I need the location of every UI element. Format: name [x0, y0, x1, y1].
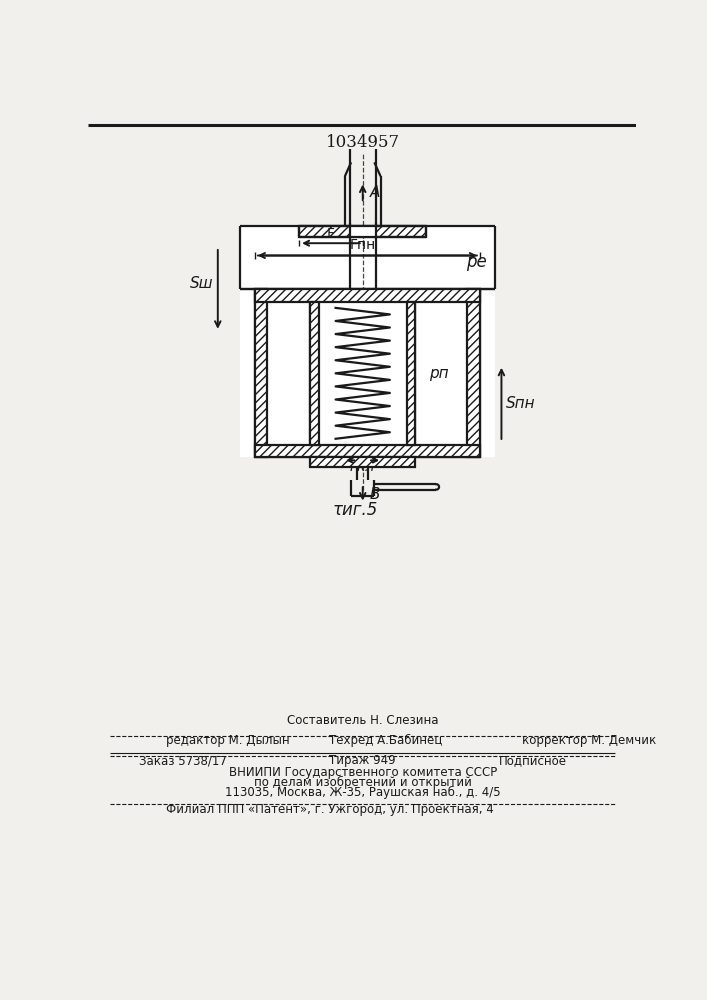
Bar: [310, 302, 319, 445]
Bar: [255, 289, 267, 457]
Text: редактор М. Дылын: редактор М. Дылын: [166, 734, 289, 747]
Bar: [255, 289, 480, 302]
Bar: [467, 289, 480, 457]
Text: τиг.5: τиг.5: [332, 501, 378, 519]
Text: Заказ 5738/17: Заказ 5738/17: [139, 754, 227, 767]
Text: по делам изобретений и открытий: по делам изобретений и открытий: [254, 776, 472, 789]
Text: Техред А.Бабинец: Техред А.Бабинец: [329, 734, 442, 747]
Bar: [255, 445, 480, 457]
Text: ре: ре: [466, 253, 486, 271]
Text: 113035, Москва, Ж-35, Раушская наб., д. 4/5: 113035, Москва, Ж-35, Раушская наб., д. …: [225, 786, 501, 799]
Bar: [240, 226, 495, 457]
Text: B: B: [370, 487, 380, 502]
Text: ВНИИПИ Государственного комитета СССР: ВНИИПИ Государственного комитета СССР: [228, 766, 497, 779]
Text: F: F: [327, 227, 335, 241]
Bar: [407, 302, 416, 445]
Bar: [299, 226, 426, 237]
Text: Составитель Н. Слезина: Составитель Н. Слезина: [287, 714, 438, 727]
Bar: [349, 226, 376, 237]
Text: A: A: [370, 185, 380, 200]
Text: Sпн: Sпн: [506, 396, 536, 411]
Text: 1034957: 1034957: [326, 134, 399, 151]
Text: Подписное: Подписное: [499, 754, 567, 767]
Text: рп: рп: [429, 366, 449, 381]
Text: корректор М. Демчик: корректор М. Демчик: [522, 734, 657, 747]
Text: Sш: Sш: [189, 276, 213, 291]
Text: Fпн: Fпн: [349, 238, 376, 252]
Text: Fкл: Fкл: [350, 460, 375, 474]
Text: Тираж 949: Тираж 949: [329, 754, 395, 767]
Bar: [310, 457, 416, 466]
Bar: [267, 302, 467, 445]
Text: Филиал ППП «Патент», г. Ужгород, ул. Проектная, 4: Филиал ППП «Патент», г. Ужгород, ул. Про…: [166, 803, 493, 816]
